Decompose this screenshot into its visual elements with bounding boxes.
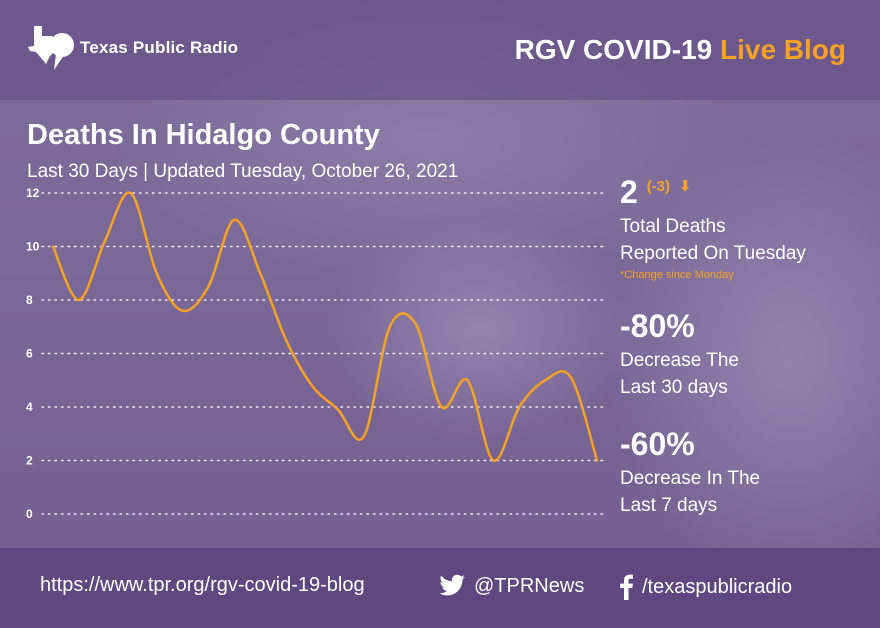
y-tick-label: 6 [26, 347, 33, 361]
texas-map-speech-bubble-icon [28, 26, 74, 70]
blog-title: RGV COVID-19 Live Blog [515, 34, 846, 66]
chart-subtitle: Last 30 Days | Updated Tuesday, October … [27, 161, 459, 182]
twitter-handle: @TPRNews [474, 574, 585, 597]
facebook-link[interactable]: /texaspublicradio [618, 574, 792, 600]
header-band [0, 0, 880, 100]
total-deaths-stat: 2 (-3) ⬇ [620, 170, 870, 209]
pct7-label-line1: Decrease In The [620, 468, 761, 489]
down-arrow-icon: ⬇ [678, 178, 692, 195]
y-tick-label: 12 [26, 186, 40, 200]
y-tick-label: 8 [26, 293, 33, 307]
blog-title-accent: Live Blog [719, 34, 846, 65]
pct30-label-line1: Decrease The [620, 350, 739, 371]
stats-panel: 2 (-3) ⬇ Total Deaths Reported On Tuesda… [620, 170, 870, 519]
total-deaths-value: 2 [620, 174, 638, 210]
total-deaths-change: (-3) [646, 178, 671, 195]
pct7-label: Decrease In The Last 7 days [620, 465, 870, 519]
pct7-value: -60% [620, 426, 695, 462]
facebook-f-icon [620, 574, 633, 600]
pct30-value: -80% [620, 308, 695, 344]
y-tick-label: 4 [26, 400, 33, 414]
y-tick-label: 2 [26, 454, 33, 468]
pct7-label-line2: Last 7 days [620, 495, 718, 516]
total-deaths-label-line1: Total Deaths [620, 216, 726, 237]
pct30-label-line2: Last 30 days [620, 377, 728, 398]
footer-band [0, 548, 880, 628]
y-tick-label: 0 [26, 507, 33, 521]
twitter-link[interactable]: @TPRNews [438, 574, 584, 598]
facebook-handle: /texaspublicradio [642, 575, 793, 598]
pct30-label: Decrease The Last 30 days [620, 347, 870, 401]
blog-title-main: RGV COVID-19 [514, 34, 713, 65]
y-tick-label: 10 [26, 240, 40, 254]
change-note: *Change since Monday [620, 269, 734, 281]
total-deaths-label-line2: Reported On Tuesday [620, 243, 806, 264]
chart-title: Deaths In Hidalgo County [27, 119, 380, 151]
blog-url-link[interactable]: https://www.tpr.org/rgv-covid-19-blog [40, 574, 365, 596]
logo-text: Texas Public Radio [80, 38, 239, 57]
total-deaths-label: Total Deaths Reported On Tuesday [620, 213, 870, 267]
tpr-logo[interactable]: Texas Public Radio [26, 24, 238, 72]
twitter-bird-icon [439, 574, 465, 596]
deaths-series-line [51, 191, 599, 462]
